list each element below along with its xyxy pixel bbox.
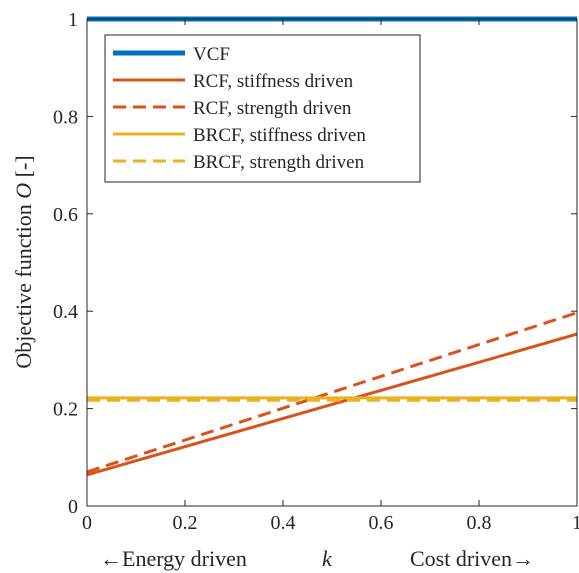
y-axis-label-symbol: O <box>11 183 36 199</box>
y-tick-label: 0.4 <box>53 301 78 323</box>
y-tick-label: 0.6 <box>53 204 78 226</box>
y-tick-label: 0.8 <box>53 106 78 128</box>
legend-label-4: BRCF, strength driven <box>193 152 365 173</box>
x-tick-label: 0.8 <box>467 512 492 534</box>
x-tick-label: 1 <box>572 512 579 534</box>
series-line-2 <box>86 311 578 474</box>
y-tick-label: 0 <box>68 496 78 518</box>
x-tick-label: 0.4 <box>271 512 296 534</box>
y-axis-label-main: Objective function <box>11 199 36 369</box>
y-axis-label: Objective function O [-] <box>11 155 36 368</box>
x-tick-label: 0.6 <box>369 512 394 534</box>
legend: VCF RCF, stiffness driven RCF, strength dr… <box>104 34 421 183</box>
axes-layer: 0 0.2 0.4 0.6 0.8 1 0 0.2 0.4 0.6 0.8 1 <box>53 9 579 534</box>
x-axis-label-left: ←Energy driven <box>100 546 247 571</box>
x-axis-label: k <box>322 546 333 571</box>
legend-label-0: VCF <box>193 44 230 65</box>
legend-label-2: RCF, strength driven <box>193 98 352 119</box>
x-tick-label: 0 <box>82 512 92 534</box>
y-tick-label: 0.2 <box>53 399 78 421</box>
x-axis-label-right: Cost driven→ <box>410 546 534 571</box>
y-tick-label: 1 <box>68 9 78 31</box>
axes-box <box>86 18 578 507</box>
series-line-1 <box>86 332 578 477</box>
legend-label-1: RCF, stiffness driven <box>193 71 354 92</box>
x-tick-label: 0.2 <box>173 512 198 534</box>
y-axis-label-unit: [-] <box>11 155 36 182</box>
legend-label-3: BRCF, stiffness driven <box>193 125 366 146</box>
